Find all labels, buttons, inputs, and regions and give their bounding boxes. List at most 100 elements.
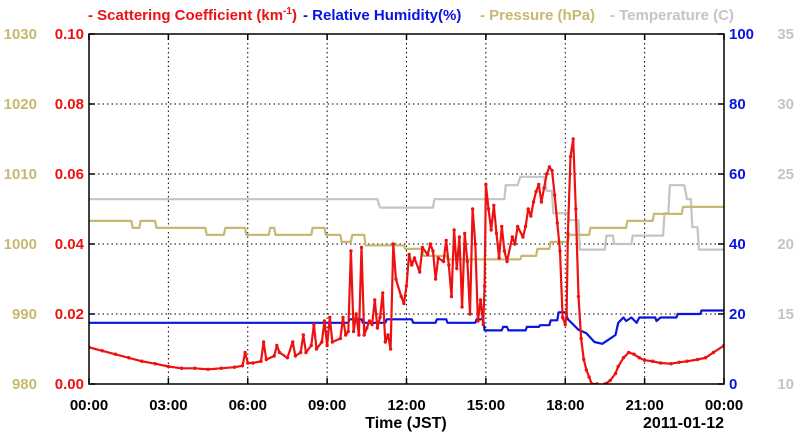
data-point [582, 357, 586, 362]
data-point [505, 259, 509, 264]
data-point [399, 294, 403, 299]
data-point [410, 263, 414, 267]
data-point [550, 168, 554, 173]
data-point [481, 322, 485, 327]
data-point [476, 319, 480, 323]
y-tick-label-scattering: 0.00 [55, 376, 84, 393]
data-point [322, 319, 327, 323]
y-tick-label-pressure: 980 [12, 376, 37, 393]
data-point [486, 207, 491, 211]
data-point [298, 350, 303, 355]
data-point [510, 235, 515, 239]
data-point [531, 200, 536, 204]
series-line-scattering [89, 137, 724, 384]
data-point [563, 322, 567, 327]
data-point [494, 231, 499, 236]
data-point [598, 386, 601, 389]
data-point [343, 333, 348, 337]
series-line-humidity [89, 309, 724, 345]
data-point [206, 367, 210, 371]
data-point [418, 270, 422, 274]
data-point [386, 333, 390, 337]
data-point [420, 245, 425, 250]
data-point [457, 235, 462, 239]
y-tick-label-scattering: 0.10 [55, 26, 84, 43]
data-point [407, 252, 411, 257]
data-point [338, 336, 343, 341]
data-point [312, 322, 316, 327]
data-point [293, 354, 298, 358]
data-point [354, 312, 358, 316]
data-point [325, 343, 329, 348]
data-point [558, 249, 562, 253]
data-point [433, 277, 438, 281]
data-point [547, 165, 552, 169]
x-tick-label: 06:00 [229, 397, 267, 414]
data-point [711, 350, 716, 355]
y-tick-label-scattering: 0.06 [55, 166, 84, 183]
data-point [179, 366, 184, 370]
data-point [669, 362, 673, 366]
data-point [529, 214, 533, 218]
x-axis-label: Time (JST) [365, 415, 447, 432]
data-point [492, 203, 496, 208]
y-tick-label-pressure: 1020 [4, 96, 37, 113]
data-point [571, 137, 575, 141]
legend-humidity: - Relative Humidity(%) [303, 7, 461, 24]
data-point [539, 200, 544, 204]
data-point [703, 356, 708, 360]
y-tick-label-temperature: 15 [777, 306, 794, 323]
data-point [431, 249, 435, 253]
data-point [341, 315, 345, 320]
data-point [449, 294, 454, 299]
data-point [264, 357, 268, 362]
y-tick-label-pressure: 1030 [4, 26, 37, 43]
data-point [378, 315, 382, 320]
data-point [465, 259, 470, 264]
y-tick-label-temperature: 25 [777, 166, 794, 183]
data-point [650, 359, 655, 363]
data-point [608, 378, 612, 383]
data-point [632, 352, 636, 356]
data-point [375, 326, 380, 330]
data-point [513, 242, 517, 246]
y-tick-label-humidity: 100 [729, 26, 754, 43]
x-tick-label: 21:00 [625, 397, 663, 414]
data-point [259, 359, 263, 363]
data-point [497, 256, 501, 260]
y-tick-label-temperature: 10 [777, 376, 794, 393]
data-point [357, 333, 361, 337]
data-point [126, 356, 131, 360]
data-point [272, 354, 276, 358]
data-point [373, 298, 377, 302]
date-label: 2011-01-12 [643, 415, 724, 432]
data-point [444, 238, 448, 243]
data-point [351, 329, 356, 334]
data-point [637, 356, 642, 360]
y-tick-label-humidity: 60 [729, 166, 746, 183]
data-point [314, 347, 319, 351]
data-point [436, 256, 440, 260]
data-point [523, 224, 528, 229]
data-point [534, 189, 538, 194]
data-point [560, 315, 565, 320]
legend-scattering: - Scattering Coefficient (km-1) [88, 6, 297, 24]
axis-ticks: 00:00 03:00 06:00 09:00 12:00 15:00 18:00 21:00… [4, 26, 794, 414]
data-point [542, 186, 546, 190]
data-point [402, 301, 406, 306]
x-tick-label: 09:00 [308, 397, 346, 414]
data-point [251, 361, 255, 365]
data-point [100, 349, 104, 353]
data-point [113, 352, 118, 356]
data-point [301, 333, 306, 337]
data-point [489, 228, 493, 232]
y-tick-label-humidity: 0 [729, 376, 737, 393]
data-point [346, 329, 350, 334]
data-point [621, 356, 626, 360]
data-point [552, 193, 557, 197]
data-point [574, 207, 578, 211]
data-point [468, 312, 472, 316]
data-point [576, 294, 581, 299]
y-tick-label-pressure: 990 [12, 306, 37, 323]
data-point [478, 298, 483, 302]
